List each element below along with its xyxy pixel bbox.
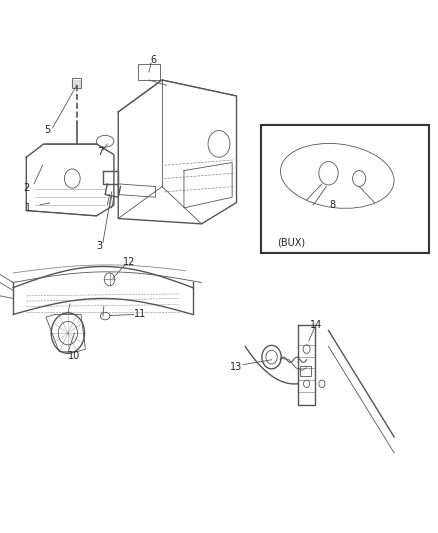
- Text: 8: 8: [330, 200, 336, 210]
- Text: 1: 1: [25, 203, 32, 213]
- Text: 10: 10: [68, 351, 81, 360]
- Text: 2: 2: [23, 183, 29, 192]
- Text: 7: 7: [97, 147, 103, 157]
- Text: 12: 12: [123, 257, 135, 267]
- Bar: [300, 366, 311, 376]
- Bar: [72, 78, 81, 88]
- Text: 3: 3: [97, 241, 103, 251]
- Text: 13: 13: [230, 362, 243, 372]
- Text: 5: 5: [44, 125, 50, 134]
- Bar: [138, 64, 160, 80]
- Text: 14: 14: [310, 320, 322, 330]
- Text: 6: 6: [150, 55, 156, 64]
- Bar: [261, 125, 429, 253]
- Text: 11: 11: [134, 310, 146, 319]
- Text: (BUX): (BUX): [277, 238, 305, 247]
